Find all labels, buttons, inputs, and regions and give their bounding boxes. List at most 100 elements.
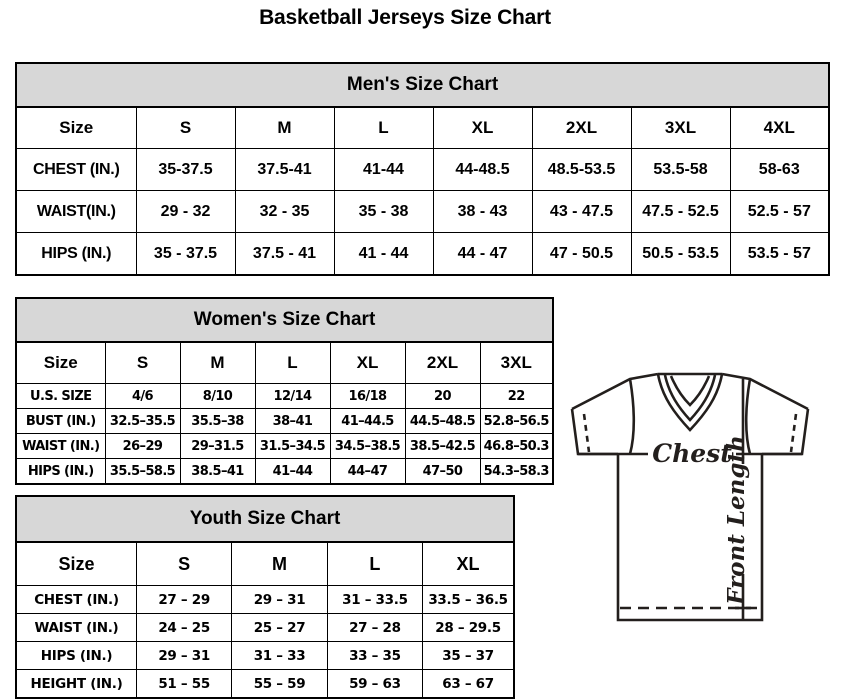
front-length-label: Front Length [723, 435, 750, 606]
table-row: HIPS (IN.) 35 - 37.5 37.5 - 41 41 - 44 4… [15, 232, 830, 276]
mens-header-row: Size S M L XL 2XL 3XL 4XL [15, 106, 830, 149]
mens-chest-3xl: 53.5-58 [630, 148, 731, 191]
youth-col-header-m: M [231, 541, 328, 586]
womens-hips-xl: 44–47 [329, 458, 406, 485]
womens-ussize-l: 12/14 [254, 383, 331, 409]
womens-caption-row: Women's Size Chart [15, 297, 554, 343]
mens-col-header-2xl: 2XL [531, 106, 632, 149]
jersey-measurement-diagram: Chest Front Length [540, 352, 840, 670]
page-title: Basketball Jerseys Size Chart [259, 6, 551, 29]
womens-size-chart-table: Women's Size Chart Size S M L XL 2XL 3XL… [15, 297, 555, 485]
right-sleeve-stitch-dashes [789, 413, 798, 453]
mens-hips-2xl: 47 - 50.5 [531, 232, 632, 276]
v-neck-collar-rib [669, 375, 711, 407]
womens-bust-m: 35.5–38 [179, 408, 256, 434]
mens-chest-l: 41-44 [333, 148, 434, 191]
mens-col-header-3xl: 3XL [630, 106, 731, 149]
right-shoulder-line [721, 372, 809, 411]
table-row: WAIST (IN.) 26–29 29–31.5 31.5–34.5 34.5… [15, 433, 554, 459]
womens-row-label-us-size: U.S. SIZE [15, 383, 106, 409]
mens-waist-m: 32 - 35 [234, 190, 335, 233]
mens-hips-3xl: 50.5 - 53.5 [630, 232, 731, 276]
mens-hips-s: 35 - 37.5 [135, 232, 236, 276]
youth-row-label-waist: WAIST (IN.) [15, 613, 137, 642]
left-armhole-curve [628, 378, 636, 455]
chest-label: Chest [652, 439, 732, 468]
youth-waist-m: 25 – 27 [231, 613, 328, 642]
mens-waist-xl: 38 - 43 [432, 190, 533, 233]
youth-chest-s: 27 – 29 [135, 585, 233, 614]
mens-hips-m: 37.5 - 41 [234, 232, 335, 276]
mens-waist-s: 29 - 32 [135, 190, 236, 233]
womens-ussize-3xl: 22 [479, 383, 554, 409]
womens-row-label-bust: BUST (IN.) [15, 408, 106, 434]
youth-size-chart-table: Youth Size Chart Size S M L XL CHEST (IN… [15, 495, 515, 699]
youth-height-l: 59 – 63 [326, 669, 424, 699]
mens-caption: Men's Size Chart [15, 62, 830, 108]
womens-col-header-xl: XL [329, 341, 406, 384]
left-sleeve-stitch-dashes [582, 413, 591, 453]
right-sleeve-hem [762, 408, 810, 456]
youth-height-m: 55 – 59 [231, 669, 328, 699]
youth-chest-xl: 33.5 – 36.5 [422, 585, 515, 614]
table-row: CHEST (IN.) 35-37.5 37.5-41 41-44 44-48.… [15, 148, 830, 191]
womens-col-header-2xl: 2XL [404, 341, 481, 384]
right-armhole-curve [744, 378, 752, 455]
youth-hips-s: 29 – 31 [135, 641, 233, 670]
mens-chest-s: 35-37.5 [135, 148, 236, 191]
table-row: BUST (IN.) 32.5–35.5 35.5–38 38–41 41–44… [15, 408, 554, 434]
mens-hips-xl: 44 - 47 [432, 232, 533, 276]
youth-caption: Youth Size Chart [15, 495, 515, 543]
mens-caption-row: Men's Size Chart [15, 62, 830, 108]
womens-col-header-size: Size [15, 341, 106, 384]
womens-waist-xl: 34.5–38.5 [329, 433, 406, 459]
womens-hips-l: 41–44 [254, 458, 331, 485]
womens-waist-3xl: 46.8–50.3 [479, 433, 554, 459]
youth-hips-m: 31 – 33 [231, 641, 328, 670]
mens-col-header-l: L [333, 106, 434, 149]
mens-col-header-size: Size [15, 106, 137, 149]
mens-chest-4xl: 58-63 [729, 148, 830, 191]
youth-height-xl: 63 – 67 [422, 669, 515, 699]
womens-col-header-s: S [104, 341, 181, 384]
youth-col-header-xl: XL [422, 541, 515, 586]
womens-hips-2xl: 47–50 [404, 458, 481, 485]
womens-ussize-xl: 16/18 [329, 383, 406, 409]
mens-chest-m: 37.5-41 [234, 148, 335, 191]
mens-chest-2xl: 48.5-53.5 [531, 148, 632, 191]
youth-row-label-height: HEIGHT (IN.) [15, 669, 137, 699]
mens-waist-4xl: 52.5 - 57 [729, 190, 830, 233]
left-sleeve-hem [570, 408, 618, 456]
left-shoulder-line [571, 372, 659, 411]
mens-size-chart-table: Men's Size Chart Size S M L XL 2XL 3XL 4… [15, 62, 831, 276]
youth-row-label-chest: CHEST (IN.) [15, 585, 137, 614]
youth-chest-l: 31 – 33.5 [326, 585, 424, 614]
youth-col-header-s: S [135, 541, 233, 586]
youth-hips-xl: 35 – 37 [422, 641, 515, 670]
table-row: HIPS (IN.) 35.5–58.5 38.5–41 41–44 44–47… [15, 458, 554, 485]
table-row: HEIGHT (IN.) 51 – 55 55 – 59 59 – 63 63 … [15, 669, 515, 699]
mens-waist-3xl: 47.5 - 52.5 [630, 190, 731, 233]
womens-ussize-m: 8/10 [179, 383, 256, 409]
mens-chest-xl: 44-48.5 [432, 148, 533, 191]
mens-row-label-chest: CHEST (IN.) [15, 148, 137, 191]
womens-bust-l: 38–41 [254, 408, 331, 434]
womens-ussize-2xl: 20 [404, 383, 481, 409]
mens-col-header-xl: XL [432, 106, 533, 149]
mens-col-header-4xl: 4XL [729, 106, 830, 149]
table-row: CHEST (IN.) 27 – 29 29 – 31 31 – 33.5 33… [15, 585, 515, 614]
womens-waist-s: 26–29 [104, 433, 181, 459]
womens-header-row: Size S M L XL 2XL 3XL [15, 341, 554, 384]
mens-waist-l: 35 - 38 [333, 190, 434, 233]
womens-col-header-3xl: 3XL [479, 341, 554, 384]
table-row: HIPS (IN.) 29 – 31 31 – 33 33 – 35 35 – … [15, 641, 515, 670]
womens-waist-m: 29–31.5 [179, 433, 256, 459]
womens-col-header-l: L [254, 341, 331, 384]
womens-bust-2xl: 44.5–48.5 [404, 408, 481, 434]
youth-waist-xl: 28 – 29.5 [422, 613, 515, 642]
womens-waist-l: 31.5–34.5 [254, 433, 331, 459]
youth-waist-s: 24 – 25 [135, 613, 233, 642]
mens-waist-2xl: 43 - 47.5 [531, 190, 632, 233]
womens-bust-xl: 41–44.5 [329, 408, 406, 434]
womens-bust-s: 32.5–35.5 [104, 408, 181, 434]
